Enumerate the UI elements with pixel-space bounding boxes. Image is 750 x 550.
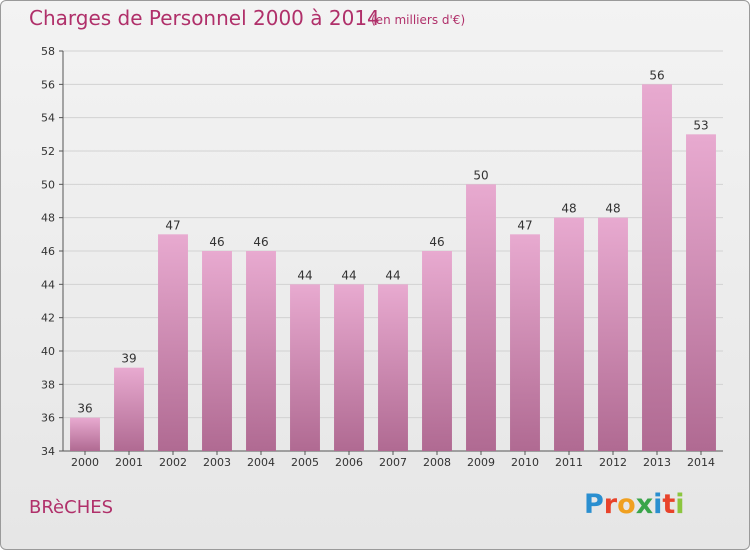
bar-value-label: 44	[385, 268, 400, 282]
bar	[466, 184, 496, 452]
bar	[70, 417, 100, 451]
logo-letter: t	[662, 489, 676, 520]
y-tick-label: 38	[41, 378, 55, 391]
bar	[642, 84, 672, 451]
chart-subtitle: (en milliers d'€)	[371, 13, 466, 27]
bar	[202, 251, 232, 451]
y-tick-label: 50	[41, 178, 55, 191]
logo-letter: o	[617, 489, 636, 520]
logo-letter: P	[584, 489, 604, 520]
x-tick-label: 2000	[71, 456, 99, 469]
x-tick-label: 2014	[687, 456, 715, 469]
bar	[158, 234, 188, 451]
commune-name: BRèCHES	[29, 497, 114, 518]
bar	[114, 367, 144, 451]
bar-value-label: 47	[165, 218, 180, 232]
y-tick-label: 46	[41, 245, 55, 258]
bar	[290, 284, 320, 451]
bar-value-label: 56	[649, 68, 664, 82]
bar-value-label: 50	[473, 168, 488, 182]
y-tick-label: 34	[41, 445, 55, 458]
bar-value-label: 53	[693, 118, 708, 132]
bar	[686, 134, 716, 452]
bar-value-label: 36	[77, 402, 92, 416]
bar	[598, 217, 628, 451]
x-tick-label: 2005	[291, 456, 319, 469]
y-tick-label: 40	[41, 345, 55, 358]
bar	[246, 251, 276, 451]
bar-value-label: 47	[517, 218, 532, 232]
bar	[422, 251, 452, 451]
y-tick-label: 52	[41, 145, 55, 158]
x-tick-label: 2012	[599, 456, 627, 469]
y-tick-label: 48	[41, 212, 55, 225]
proxiti-logo: Proxiti	[584, 489, 685, 520]
bar-value-label: 44	[341, 268, 356, 282]
y-tick-label: 54	[41, 112, 55, 125]
x-tick-label: 2004	[247, 456, 275, 469]
x-tick-label: 2008	[423, 456, 451, 469]
logo-letter: i	[653, 489, 663, 520]
bar-value-label: 44	[297, 268, 312, 282]
bar-value-label: 46	[253, 235, 268, 249]
bar-value-label: 46	[209, 235, 224, 249]
bar	[378, 284, 408, 451]
x-tick-label: 2001	[115, 456, 143, 469]
x-tick-label: 2013	[643, 456, 671, 469]
logo-letter: x	[635, 489, 654, 520]
bar	[334, 284, 364, 451]
bar-value-label: 48	[561, 202, 576, 216]
bar	[554, 217, 584, 451]
x-tick-label: 2006	[335, 456, 363, 469]
x-tick-label: 2003	[203, 456, 231, 469]
x-tick-label: 2007	[379, 456, 407, 469]
bar-value-label: 48	[605, 202, 620, 216]
x-tick-label: 2002	[159, 456, 187, 469]
y-tick-label: 58	[41, 45, 55, 58]
x-tick-label: 2010	[511, 456, 539, 469]
bar-value-label: 39	[121, 352, 136, 366]
y-tick-label: 36	[41, 412, 55, 425]
y-tick-label: 44	[41, 278, 55, 291]
y-tick-label: 56	[41, 78, 55, 91]
bar-value-label: 46	[429, 235, 444, 249]
logo-letter: r	[603, 489, 618, 520]
x-tick-label: 2011	[555, 456, 583, 469]
bar	[510, 234, 540, 451]
y-tick-label: 42	[41, 312, 55, 325]
chart-title: Charges de Personnel 2000 à 2014	[29, 6, 380, 30]
logo-letter: i	[675, 489, 685, 520]
x-tick-label: 2009	[467, 456, 495, 469]
